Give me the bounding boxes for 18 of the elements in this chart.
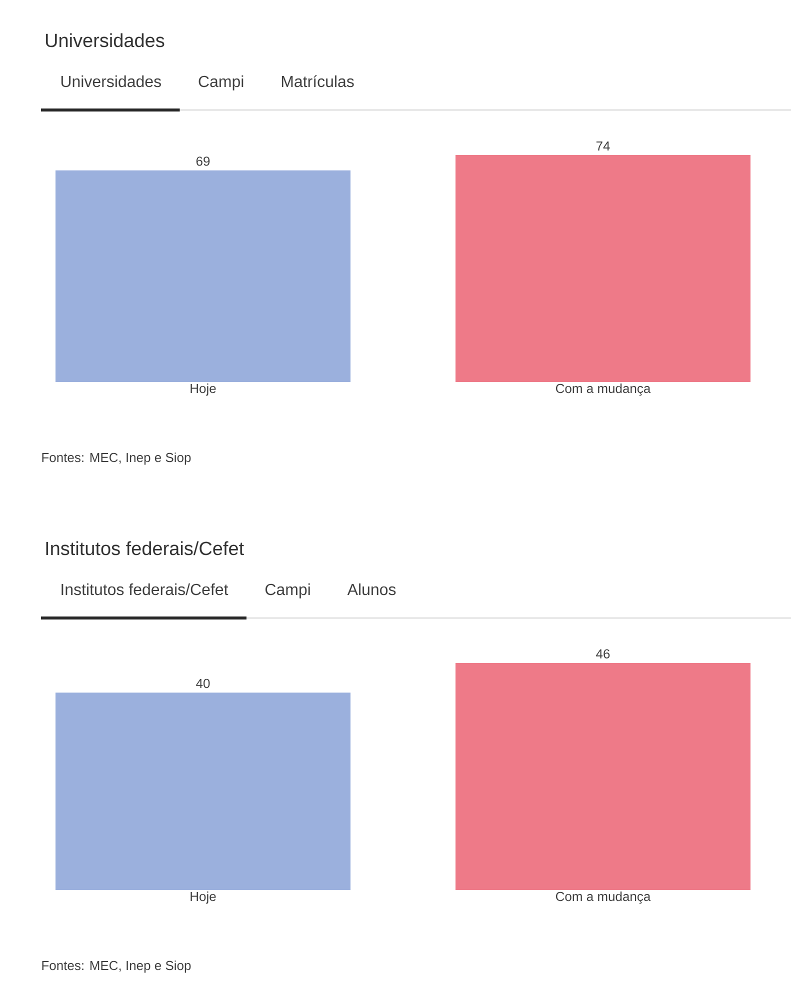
- data-label: 40: [196, 678, 210, 688]
- text: Matrículas: [282, 75, 354, 88]
- x-tick-label: Hoje: [190, 892, 216, 904]
- data-label: 46: [596, 649, 610, 658]
- text: Fontes: MEC, Inep e Siop: [42, 960, 191, 973]
- x-tick-label: Com a mudança: [556, 892, 651, 904]
- text: Campi: [198, 75, 244, 90]
- text: Institutos federais/Cefet: [62, 583, 228, 596]
- data-label: 69: [196, 156, 210, 166]
- text: Campi: [266, 583, 310, 598]
- chart-title: Universidades: [46, 33, 164, 48]
- x-tick-label: Hoje: [190, 384, 216, 396]
- data-label: 74: [596, 142, 610, 150]
- text: Universidades: [61, 75, 161, 88]
- chart-title: Institutos federais/Cefet: [46, 541, 244, 556]
- x-tick-label: Com a mudança: [556, 384, 651, 396]
- text: Fontes: MEC, Inep e Siop: [42, 452, 191, 465]
- text: Alunos: [347, 583, 396, 596]
